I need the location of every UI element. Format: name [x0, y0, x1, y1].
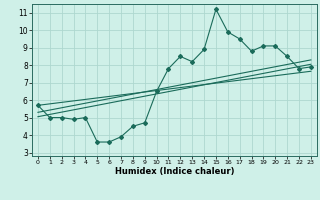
X-axis label: Humidex (Indice chaleur): Humidex (Indice chaleur) [115, 167, 234, 176]
